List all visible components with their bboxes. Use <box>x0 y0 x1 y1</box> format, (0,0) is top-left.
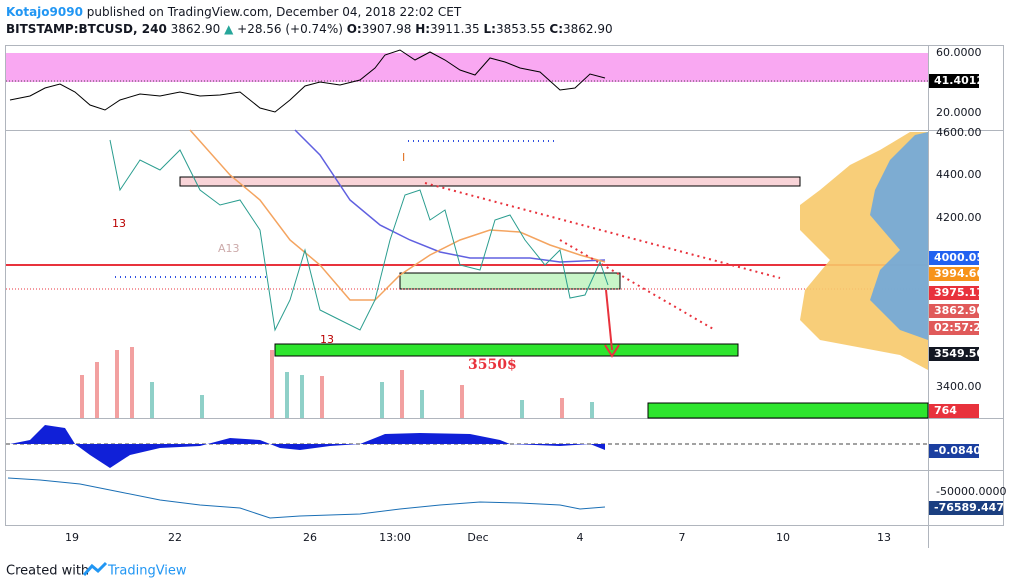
volume-profile <box>800 132 928 370</box>
header: Kotajo9090 published on TradingView.com,… <box>6 4 613 38</box>
tag-label: -0.0840 <box>934 444 981 457</box>
axis-label: 4400.00 <box>936 168 982 181</box>
tag-label: 764 <box>934 404 957 417</box>
x-tick-label: 13:00 <box>379 531 411 544</box>
l-label: L: <box>483 22 496 36</box>
tag-label: 41.4012 <box>934 74 984 87</box>
arrow-up: ▲ <box>224 22 234 36</box>
low: 3853.55 <box>495 22 546 36</box>
mark-label: I <box>402 151 405 164</box>
x-tick-label: 19 <box>65 531 79 544</box>
ma-fast <box>189 129 606 301</box>
axes: 60.0000 20.0000 41.4012 4600.00 4400.00 4200.… <box>65 46 1010 544</box>
x-tick-label: Dec <box>467 531 488 544</box>
trend-line <box>424 182 781 279</box>
axis-label: -50000.0000 <box>936 485 1006 498</box>
arrow-head <box>604 344 620 358</box>
axis-label: 4200.00 <box>936 211 982 224</box>
rsi-line <box>9 49 606 113</box>
tag-label: 4000.05 <box>934 251 984 264</box>
h-label: H: <box>415 22 431 36</box>
price-tag <box>929 286 979 300</box>
x-tick-label: 26 <box>303 531 317 544</box>
x-tick-label: 7 <box>679 531 686 544</box>
obv-line <box>7 477 606 519</box>
price-tag <box>929 321 979 335</box>
high: 3911.35 <box>430 22 480 36</box>
panel-frame <box>5 45 1004 548</box>
footer-brand[interactable]: TradingView <box>107 564 187 579</box>
price-tag <box>929 74 979 88</box>
tag-label: 3862.90 <box>934 304 984 317</box>
open: 3907.98 <box>361 22 412 36</box>
setup-label: A13 <box>218 242 240 255</box>
tag-label: 3994.66 <box>934 267 984 280</box>
volume-bars <box>80 347 564 418</box>
price-tag <box>929 404 979 418</box>
x-tick-label: 4 <box>577 531 584 544</box>
count-label: 13 <box>320 333 334 346</box>
logo <box>82 561 108 576</box>
price-tag <box>929 251 979 265</box>
close: 3862.90 <box>563 22 613 36</box>
price-tag <box>929 304 979 318</box>
header-line: BITSTAMP:BTCUSD, 240 3862.90 ▲ +28.56 (+… <box>6 21 613 38</box>
x-tick-label: 22 <box>168 531 182 544</box>
c-label: C: <box>549 22 563 36</box>
price-tag <box>929 267 979 281</box>
tag-label: 02:57:22 <box>934 321 989 334</box>
price-tag <box>929 347 979 361</box>
price-tag <box>929 444 979 458</box>
axis-label: 4600.00 <box>936 126 982 139</box>
volume-bars <box>150 372 594 418</box>
target-label: 3550$ <box>468 357 517 373</box>
author[interactable]: Kotajo9090 <box>6 5 83 19</box>
last: 3862.90 <box>170 22 221 36</box>
target-zone <box>274 343 739 357</box>
macd-histogram <box>10 425 605 468</box>
count-label: 13 <box>112 217 126 230</box>
tag-label: 3549.50 <box>934 347 984 360</box>
o-label: O: <box>346 22 362 36</box>
published: published on TradingView.com, December 0… <box>86 5 462 19</box>
symbol: BITSTAMP:BTCUSD, 240 <box>6 22 167 36</box>
tag-label: -76589.4475 <box>934 501 1010 514</box>
axis-label: 3400.00 <box>936 380 982 393</box>
price-path <box>109 139 609 332</box>
axis-label: 60.0000 <box>936 46 982 59</box>
arrow <box>605 289 613 351</box>
support-zone <box>399 272 621 290</box>
footer-text: Created with <box>6 564 89 579</box>
x-tick-label: 13 <box>877 531 891 544</box>
change: +28.56 (+0.74%) <box>237 22 343 36</box>
volume-zone <box>647 402 929 419</box>
header-line: Kotajo9090 published on TradingView.com,… <box>6 4 613 21</box>
axis-label: 20.0000 <box>936 106 982 119</box>
tag-label: 3975.17 <box>934 286 984 299</box>
price-tag <box>929 501 1003 515</box>
rsi-band <box>6 53 928 82</box>
resistance-zone <box>179 176 801 187</box>
x-tick-label: 10 <box>776 531 790 544</box>
